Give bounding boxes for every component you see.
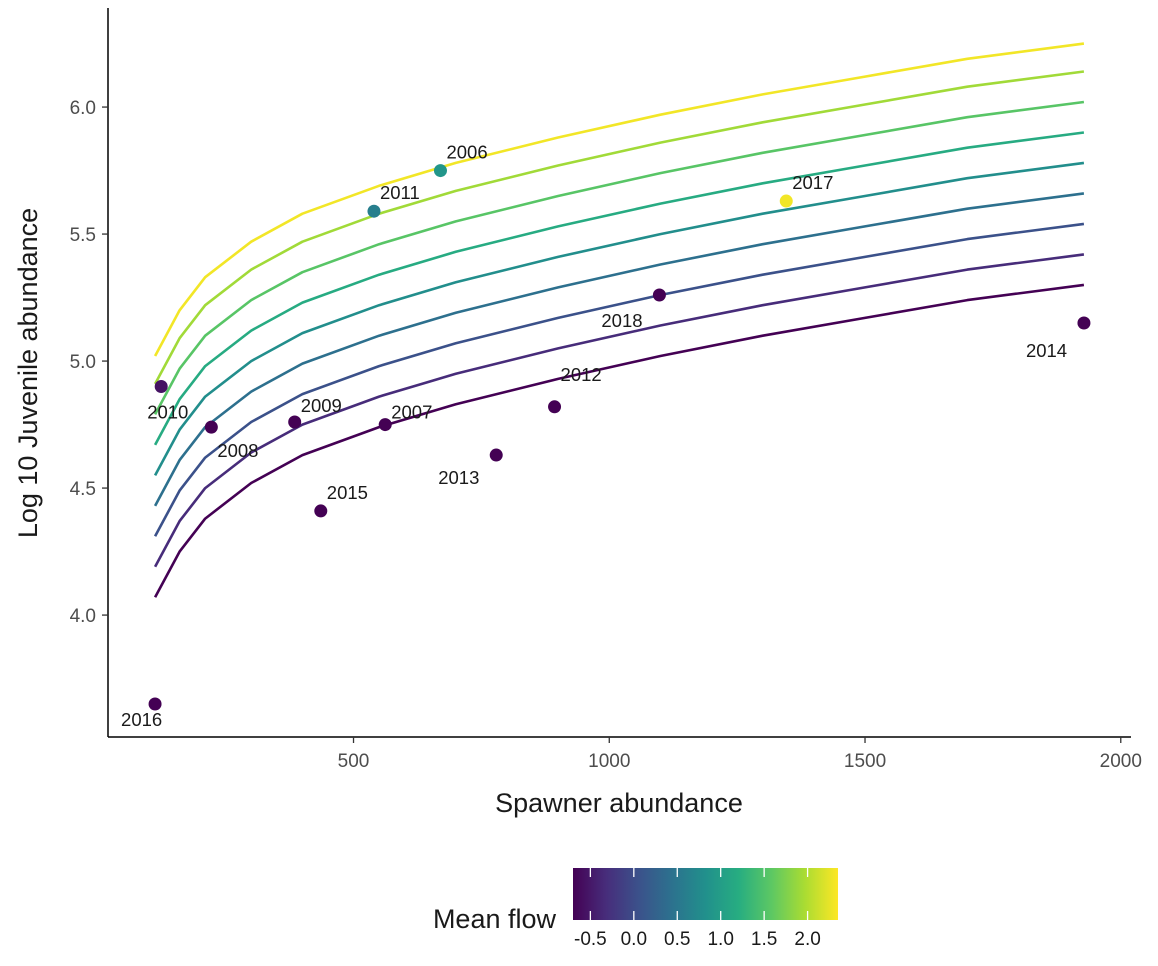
data-point	[378, 418, 392, 432]
x-axis-title: Spawner abundance	[495, 788, 743, 818]
point-label: 2016	[121, 709, 162, 730]
legend-tick-label: 1.5	[751, 929, 777, 950]
point-label: 2009	[301, 395, 342, 416]
legend-tick-label: 0.0	[621, 929, 647, 950]
y-tick-label: 4.5	[70, 479, 96, 500]
point-label: 2015	[327, 482, 368, 503]
data-point	[367, 204, 381, 218]
legend-ticks: -0.5 0.0 0.5 1.0 1.5 2.0	[574, 868, 821, 950]
legend-tick-label: 2.0	[794, 929, 820, 950]
fit-curve	[153, 222, 1085, 537]
legend-title: Mean flow	[433, 904, 557, 934]
data-point	[489, 448, 503, 462]
x-tick-label: 1500	[844, 751, 886, 772]
point-label: 2014	[1026, 340, 1067, 361]
fit-curve	[153, 161, 1085, 477]
data-points	[148, 164, 1091, 711]
data-point	[548, 400, 562, 414]
y-tick-label: 4.0	[70, 606, 96, 627]
x-tick-label: 500	[338, 751, 370, 772]
x-axis-ticks: 500 1000 1500 2000	[338, 737, 1142, 772]
point-label: 2008	[217, 440, 258, 461]
data-point	[779, 194, 793, 208]
legend-tick-label: 1.0	[707, 929, 733, 950]
legend-tick-label: -0.5	[574, 929, 607, 950]
fit-curve	[153, 70, 1085, 385]
fit-curve	[153, 100, 1085, 416]
axes	[107, 8, 1131, 738]
data-point	[148, 697, 162, 711]
y-axis-title: Log 10 Juvenile abundance	[13, 208, 43, 538]
color-legend: Mean flow -0.5 0.0 0.5 1.0 1.5 2.0	[433, 868, 838, 950]
data-point	[314, 504, 328, 518]
point-label: 2013	[438, 467, 479, 488]
fit-curve	[153, 131, 1085, 446]
legend-tick-label: 0.5	[664, 929, 690, 950]
data-point	[1077, 316, 1091, 330]
data-point	[652, 288, 666, 302]
point-label: 2010	[147, 401, 188, 422]
fit-curve	[153, 253, 1085, 568]
data-point	[288, 415, 302, 429]
point-label: 2006	[446, 142, 487, 163]
legend-colorbar	[573, 868, 838, 920]
point-label: 2017	[792, 172, 833, 193]
data-point	[204, 420, 218, 434]
point-label: 2007	[391, 402, 432, 423]
y-tick-label: 5.0	[70, 352, 96, 373]
point-label: 2012	[561, 364, 602, 385]
point-label: 2011	[380, 182, 420, 203]
x-tick-label: 1000	[588, 751, 630, 772]
y-tick-label: 6.0	[70, 98, 96, 119]
point-label: 2018	[601, 310, 642, 331]
data-point	[433, 164, 447, 178]
x-tick-label: 2000	[1100, 751, 1142, 772]
y-tick-label: 5.5	[70, 225, 96, 246]
data-point	[154, 379, 168, 393]
fit-curve	[153, 283, 1085, 598]
y-axis-ticks: 4.0 4.5 5.0 5.5 6.0	[70, 98, 108, 627]
point-labels: 2006 2007 2008 2009 2010 2011 2012 2013 2014 2015…	[121, 142, 1067, 730]
fit-curve	[153, 42, 1085, 357]
